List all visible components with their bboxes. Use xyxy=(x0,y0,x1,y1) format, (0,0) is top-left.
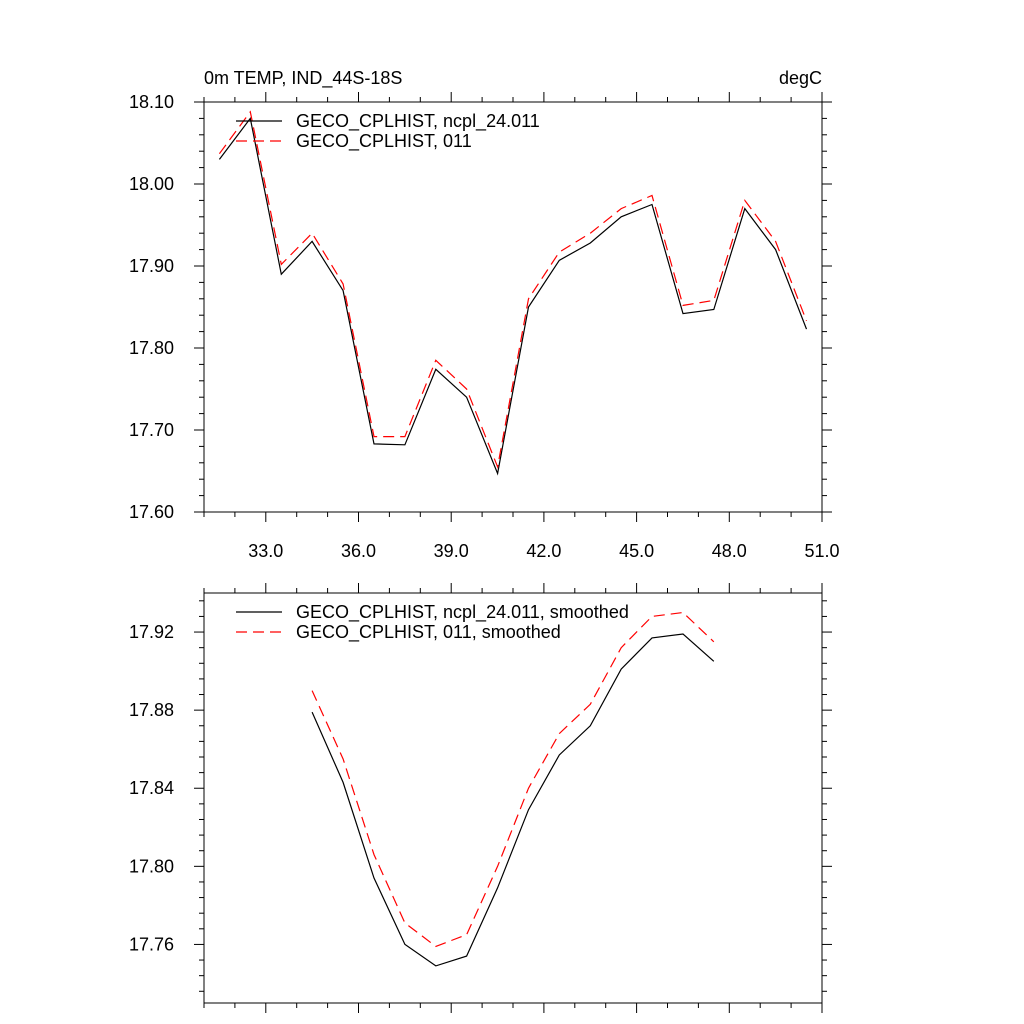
y-tick-label: 18.10 xyxy=(129,92,174,112)
legend-label-2: GECO_CPLHIST, 011 xyxy=(296,131,472,152)
legend-label-1: GECO_CPLHIST, ncpl_24.011, smoothed xyxy=(296,602,629,623)
top-plot-series xyxy=(218,110,808,476)
x-tick-label: 33.0 xyxy=(248,541,283,561)
x-tick-label: 48.0 xyxy=(712,541,747,561)
x-tick-label: 42.0 xyxy=(526,541,561,561)
y-tick-label: 17.88 xyxy=(129,700,174,720)
x-tick-label: 39.0 xyxy=(434,541,469,561)
y-tick-label: 17.90 xyxy=(129,256,174,276)
y-tick-label: 17.80 xyxy=(129,856,174,876)
y-tick-label: 17.60 xyxy=(129,502,174,522)
top-plot-frame xyxy=(203,101,823,513)
series-line-2 xyxy=(311,611,715,948)
x-tick-label: 36.0 xyxy=(341,541,376,561)
bottom-plot-frame xyxy=(203,592,823,1004)
series-line-1 xyxy=(311,633,715,967)
top-plot-units: degC xyxy=(779,68,822,88)
bottom-plot: 17.76 17.80 17.84 17.88 17.92 GECO_CPLHIST, … xyxy=(129,583,832,1013)
y-tick-label: 17.80 xyxy=(129,338,174,358)
bottom-plot-legend: GECO_CPLHIST, ncpl_24.011, smoothedGECO_… xyxy=(236,602,629,643)
series-line-1 xyxy=(218,116,808,476)
bottom-plot-ticks: 17.76 17.80 17.84 17.88 17.92 xyxy=(129,583,832,1013)
top-plot-title: 0m TEMP, IND_44S-18S xyxy=(204,68,402,89)
series-line-2 xyxy=(218,110,808,470)
legend-label-2: GECO_CPLHIST, 011, smoothed xyxy=(296,622,561,643)
y-tick-label: 17.70 xyxy=(129,420,174,440)
y-tick-label: 17.84 xyxy=(129,778,174,798)
y-tick-label: 17.92 xyxy=(129,622,174,642)
x-tick-label: 51.0 xyxy=(804,541,839,561)
bottom-plot-series xyxy=(311,611,715,967)
legend-label-1: GECO_CPLHIST, ncpl_24.011 xyxy=(296,111,540,132)
y-tick-label: 18.00 xyxy=(129,174,174,194)
x-tick-label: 45.0 xyxy=(619,541,654,561)
top-plot: 0m TEMP, IND_44S-18S degC 33.0 36.0 39.0 42… xyxy=(129,68,840,561)
y-tick-label: 17.76 xyxy=(129,934,174,954)
top-plot-ticks: 33.0 36.0 39.0 42.0 45.0 48.0 51.0 17.60 17.70 17… xyxy=(129,92,840,561)
